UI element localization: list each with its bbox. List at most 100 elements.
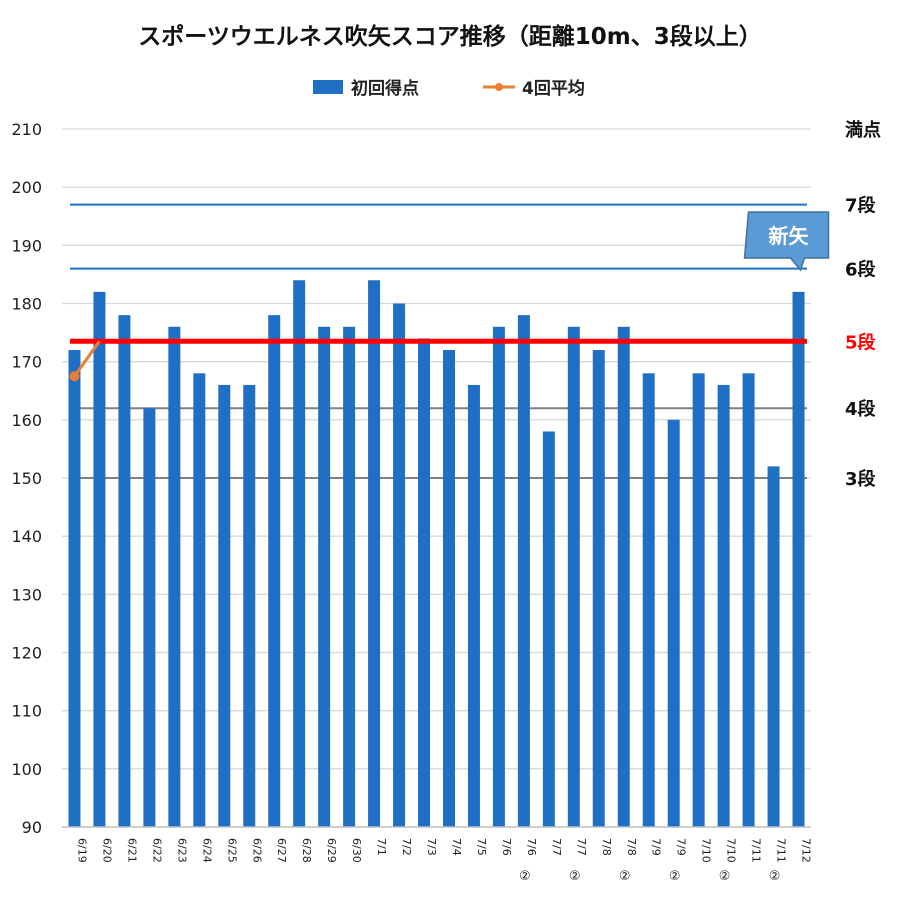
x-tick-label: 6/24 <box>200 838 213 863</box>
x-tick-label: 7/1 <box>375 838 388 856</box>
average-line-marker <box>69 371 80 382</box>
x-tick-label: 7/8 <box>600 838 613 856</box>
x-tick-label: 7/9 <box>650 838 663 856</box>
legend-bar-swatch <box>313 80 343 94</box>
bar <box>742 373 755 827</box>
y-tick-label: 110 <box>11 702 42 721</box>
axes: 90 100 110 120 130 140 150 160 170 180 190 200 210 6/… <box>11 120 812 884</box>
x-tick-label: 7/7 <box>575 838 588 856</box>
bar <box>93 291 106 827</box>
bar <box>393 303 406 827</box>
x-tick-circled-number: ② <box>519 869 531 884</box>
x-tick-label: 6/29 <box>325 838 338 863</box>
y-tick-label: 140 <box>11 527 42 546</box>
y-tick-label: 100 <box>11 760 42 779</box>
bar <box>567 326 580 827</box>
x-tick-label: 7/11 <box>775 838 788 863</box>
level-labels: 満点 7段 6段 5段 4段 3段 <box>845 119 881 490</box>
x-tick-label: 6/20 <box>100 838 113 863</box>
y-tick-label: 130 <box>11 585 42 604</box>
bar <box>68 350 81 827</box>
bar <box>492 326 505 827</box>
y-tick-label: 150 <box>11 469 42 488</box>
x-tick-circled-number: ② <box>769 869 781 884</box>
x-tick-label: 6/19 <box>75 838 88 863</box>
x-tick-circled-number: ② <box>619 869 631 884</box>
y-tick-label: 160 <box>11 411 42 430</box>
callout: 新矢 <box>743 211 830 272</box>
x-tick-label: 6/30 <box>350 838 363 863</box>
bar <box>168 326 181 827</box>
bar <box>792 291 805 827</box>
callout-text: 新矢 <box>769 224 810 248</box>
x-tick-label: 6/26 <box>250 838 263 863</box>
x-tick-label: 7/4 <box>450 838 463 856</box>
reference-line-label: 3段 <box>845 468 877 490</box>
bar <box>218 384 231 827</box>
callout-bubble <box>743 211 830 272</box>
bar <box>617 326 630 827</box>
x-tick-label: 7/2 <box>400 838 413 856</box>
x-tick-circled-number: ② <box>719 869 731 884</box>
bar <box>243 384 256 827</box>
x-tick-label: 7/10 <box>725 838 738 863</box>
y-tick-label: 190 <box>11 236 42 255</box>
x-tick-label: 7/12 <box>800 838 813 863</box>
bar <box>268 315 281 827</box>
x-tick-label: 6/28 <box>300 838 313 863</box>
bar <box>143 408 156 827</box>
y-tick-label: 90 <box>22 818 42 837</box>
bar <box>642 373 655 827</box>
bar <box>467 384 480 827</box>
x-tick-label: 7/5 <box>475 838 488 856</box>
reference-line-label: 7段 <box>845 195 877 217</box>
bar <box>667 419 680 827</box>
bar <box>517 315 530 827</box>
legend-line-label: 4回平均 <box>522 78 585 99</box>
x-tick-label: 7/8 <box>625 838 638 856</box>
chart-title: スポーツウエルネス吹矢スコア推移（距離10m、3段以上） <box>138 23 762 50</box>
bar <box>542 431 555 827</box>
bar <box>293 280 306 827</box>
bar <box>118 315 131 827</box>
x-tick-label: 6/25 <box>225 838 238 863</box>
reference-line-label: 6段 <box>845 259 877 281</box>
reference-line-label: 満点 <box>845 119 881 141</box>
x-tick-circled-number: ② <box>669 869 681 884</box>
average-line-path <box>73 340 101 378</box>
y-tick-label: 200 <box>11 178 42 197</box>
x-tick-label: 7/10 <box>700 838 713 863</box>
legend-line-marker <box>495 83 503 91</box>
bar <box>767 466 780 827</box>
legend-bar-label: 初回得点 <box>351 78 419 99</box>
reference-line-label: 5段 <box>845 331 877 353</box>
y-tick-label: 180 <box>11 295 42 314</box>
average-line <box>69 340 101 382</box>
x-tick-label: 6/23 <box>175 838 188 863</box>
reference-lines <box>70 203 807 479</box>
y-tick-label: 120 <box>11 644 42 663</box>
bar <box>193 373 206 827</box>
bar <box>592 350 605 827</box>
x-tick-label: 7/7 <box>550 838 563 856</box>
bar <box>368 280 381 827</box>
reference-line-label: 4段 <box>845 398 877 420</box>
x-tick-label: 7/9 <box>675 838 688 856</box>
bar <box>692 373 705 827</box>
bar <box>717 384 730 827</box>
gridlines <box>62 128 811 770</box>
x-tick-label: 6/22 <box>150 838 163 863</box>
y-tick-label: 170 <box>11 353 42 372</box>
x-tick-label: 6/27 <box>275 838 288 863</box>
x-tick-label: 7/3 <box>425 838 438 856</box>
bar <box>343 326 356 827</box>
bar <box>418 338 431 827</box>
bar <box>442 350 455 827</box>
legend: 初回得点 4回平均 <box>313 78 585 99</box>
bar <box>318 326 331 827</box>
x-tick-label: 7/11 <box>750 838 763 863</box>
x-tick-label: 6/21 <box>125 838 138 863</box>
x-tick-label: 7/6 <box>525 838 538 856</box>
bars <box>68 280 805 827</box>
